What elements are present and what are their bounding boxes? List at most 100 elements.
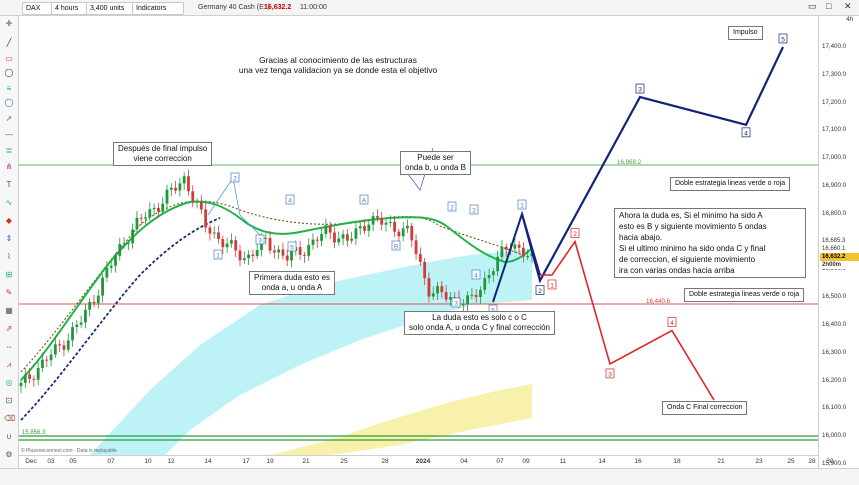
candle-body — [285, 255, 289, 261]
instrument-label: Germany 40 Cash (E1) — [198, 4, 270, 11]
candle-body — [281, 249, 285, 256]
green-level-label: 16,968.2 — [617, 159, 642, 166]
maximize-icon[interactable]: □ — [826, 1, 832, 11]
candle-body — [195, 201, 199, 203]
candle-body — [277, 249, 281, 253]
candle-body — [479, 289, 482, 297]
history-wave-label: 3 — [258, 238, 262, 245]
history-wave-label-box — [230, 172, 240, 183]
candle-body — [315, 239, 319, 241]
title-annotation: Gracias al conocimiento de las estructur… — [222, 55, 454, 75]
ellipse-icon[interactable]: ◯ — [4, 68, 14, 77]
candle-body — [19, 382, 23, 387]
y-tick-label: 16,100.0 — [822, 404, 847, 412]
projection-down-label-box — [605, 368, 615, 379]
channel-icon[interactable]: ≡ — [6, 84, 12, 93]
projection-down-label-box — [547, 279, 557, 290]
zigzag-icon[interactable]: ⩘ — [6, 360, 12, 369]
candle-body — [418, 254, 422, 262]
close-icon[interactable]: ✕ — [844, 1, 852, 11]
candle-body — [474, 294, 478, 297]
doubt-is-annotation: Ahora la duda es, Si el minimo ha sido A… — [614, 208, 806, 278]
brush-icon[interactable]: ✎ — [5, 288, 13, 297]
history-wave-label-box — [469, 204, 479, 215]
history-wave-label: 1 — [520, 203, 524, 210]
settings-icon[interactable]: ⚙ — [5, 450, 13, 459]
circle-icon[interactable]: ◯ — [4, 98, 14, 107]
candle-body — [427, 278, 431, 297]
candle-body — [208, 227, 212, 234]
crosshair-icon[interactable]: ✛ — [5, 19, 13, 28]
first-doubt-annotation: Primera duda esto es onda a, u onda A — [249, 271, 336, 295]
x-tick-label: Dec — [25, 458, 37, 465]
price-tag-current: 16,632.2 — [820, 253, 859, 261]
x-tick-label: 25 — [340, 458, 348, 465]
strategy-top-annotation: Doble estrategia lineas verde o roja — [670, 177, 791, 191]
y-tick-label: 17,100.0 — [822, 126, 847, 134]
x-tick-label: 21 — [302, 458, 310, 465]
projection-up-label: 4 — [744, 130, 748, 137]
y-tick-label: 16,000.0 — [822, 432, 847, 440]
candle-body — [84, 309, 87, 323]
timeframe-badge: 4h — [846, 16, 853, 23]
candle-body — [453, 297, 457, 299]
hline-icon[interactable]: — — [5, 130, 13, 139]
price-tag-1: 16,685.3 — [820, 237, 859, 245]
gann-icon[interactable]: ⊞ — [5, 270, 13, 279]
price-axis[interactable]: 4h 17,400.0 17,300.0 17,200.0 17,100.0 17,00… — [818, 16, 859, 468]
x-tick-label: 14 — [204, 458, 212, 465]
candle-body — [354, 228, 358, 239]
time-axis[interactable]: Dec 03 05 07 10 12 14 17 19 21 25 28 2024 04 07 09 11 14 1… — [19, 455, 834, 468]
x-tick-label: 09 — [522, 458, 530, 465]
marker-icon[interactable]: ◆ — [5, 216, 13, 225]
history-wave-label: 2 — [450, 205, 454, 212]
history-wave-label: 1 — [216, 253, 220, 260]
candle-body — [461, 304, 465, 306]
x-tick-label: 17 — [242, 458, 250, 465]
projection-down-label-box — [570, 228, 580, 238]
x-tick-label: 07 — [107, 458, 115, 465]
y-tick-label: 17,200.0 — [822, 98, 847, 106]
candle-body — [187, 176, 190, 192]
history-wave-label-box — [471, 269, 481, 280]
candle-body — [483, 278, 487, 290]
arrow-icon[interactable]: ➚ — [5, 114, 13, 123]
units-select[interactable]: 3,400 units — [86, 2, 134, 15]
current-time: 11:00:00 — [300, 4, 327, 11]
fib-icon[interactable]: ≣ — [5, 146, 13, 155]
eraser-icon[interactable]: ⌫ — [4, 414, 16, 423]
measure-icon[interactable]: ⇕ — [5, 234, 13, 243]
candle-body — [221, 238, 225, 248]
candle-body — [268, 237, 272, 251]
ruler-icon[interactable]: ▦ — [5, 306, 13, 315]
magnet-icon[interactable]: ∪ — [6, 432, 12, 441]
candle-body — [199, 201, 203, 210]
rectangle-icon[interactable]: ▭ — [5, 54, 13, 63]
projection-up-label-box — [635, 83, 645, 94]
range-icon[interactable]: ⇔ — [5, 342, 13, 351]
candle-body — [393, 221, 396, 232]
trend-line-icon[interactable]: ╱ — [6, 38, 12, 47]
restore-icon[interactable]: ▭ — [808, 1, 817, 11]
lock-icon[interactable]: ⊡ — [5, 396, 13, 405]
pitchfork-icon[interactable]: ⋔ — [5, 162, 13, 171]
text-icon[interactable]: T — [6, 180, 12, 189]
y-tick-label: 16,800.0 — [822, 209, 847, 217]
pattern-icon[interactable]: ⌇ — [7, 252, 11, 261]
onda-c-annotation: Onda C Final correccion — [662, 401, 748, 415]
x-tick-label: 18 — [673, 458, 681, 465]
indicators-button[interactable]: Indicators — [132, 2, 184, 15]
timeframe-select[interactable]: 4 hours — [51, 2, 89, 15]
cycle-icon[interactable]: ◎ — [5, 378, 13, 387]
watermark: © Plusoneconnect.com · Data is replayabl… — [21, 448, 117, 454]
projection-icon[interactable]: ⇗ — [5, 324, 13, 333]
candle-body — [165, 189, 169, 204]
x-tick-label: 04 — [460, 458, 468, 465]
candle-body — [337, 238, 341, 243]
candle-body — [431, 293, 435, 297]
candle-body — [388, 221, 392, 223]
candle-body — [324, 225, 328, 234]
candle-body — [45, 359, 49, 361]
wave-icon[interactable]: ∿ — [5, 198, 13, 207]
